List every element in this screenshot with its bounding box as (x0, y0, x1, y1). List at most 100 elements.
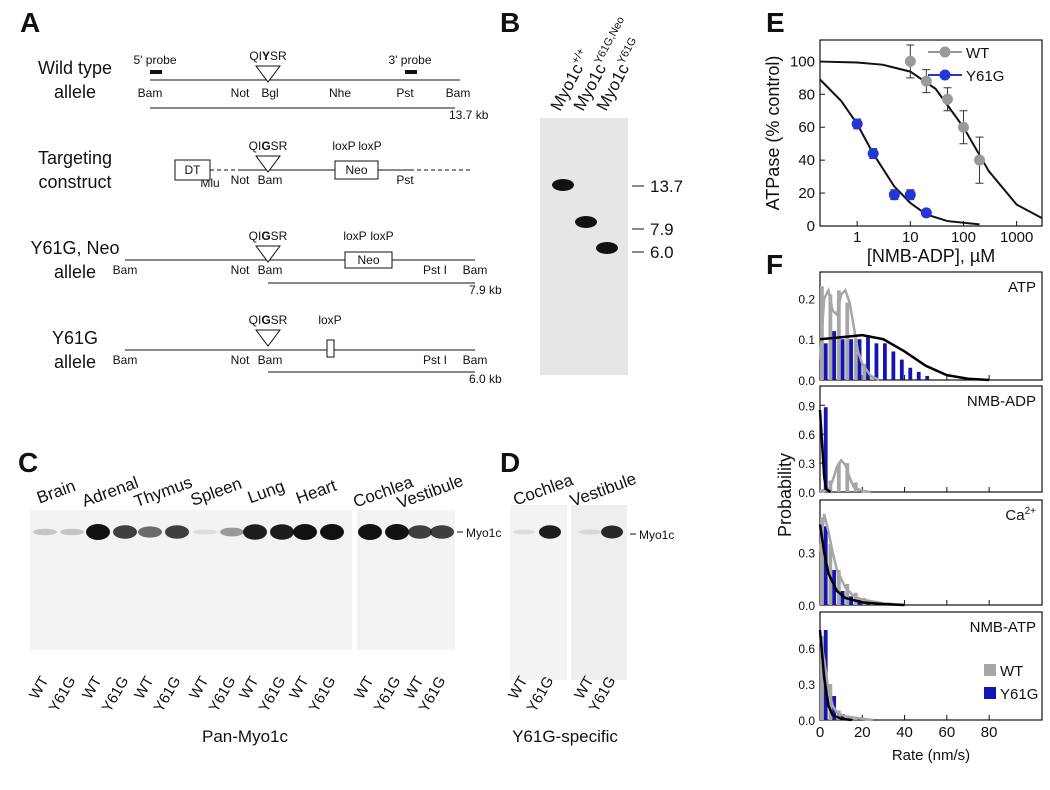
y-tick-label: 0.6 (798, 428, 815, 442)
y-tick-label: 0 (807, 218, 815, 235)
allele-name: construct (38, 172, 111, 192)
caption: Y61G-specific (512, 727, 618, 746)
bar (836, 463, 841, 492)
y-tick-label: 20 (798, 185, 815, 202)
motif-part: QI (249, 229, 262, 243)
box-label: DT (185, 163, 202, 177)
fit-line (818, 629, 852, 722)
point (941, 93, 953, 105)
motif-part: SR (271, 229, 288, 243)
x-axis-label: Rate (nm/s) (892, 747, 970, 764)
band (552, 179, 574, 191)
allele-name: allele (54, 82, 96, 102)
tissue-label: Adrenal (79, 473, 141, 511)
bar (820, 517, 824, 605)
band-label: Myo1c (466, 526, 501, 540)
box-label: Neo (345, 163, 367, 177)
lox-label: loxP (370, 229, 393, 243)
site-label: Bam (113, 263, 138, 277)
box (344, 251, 393, 269)
y-tick-label: 0.1 (798, 333, 815, 347)
band (358, 524, 382, 540)
allele-name: allele (54, 262, 96, 282)
site-label: Not (231, 353, 250, 367)
legend-swatch (984, 687, 996, 699)
fit-line (819, 333, 990, 382)
x-tick-label: 1000 (1000, 229, 1033, 246)
x-tick-label: 60 (939, 724, 956, 741)
fit-line (819, 78, 980, 226)
y-tick-label: 0.9 (798, 399, 815, 413)
lane-label: WT (79, 674, 105, 703)
panel-letter: E (766, 7, 785, 38)
bar (908, 367, 913, 380)
site-label: Pst (396, 173, 414, 187)
x-tick-label: 100 (951, 229, 976, 246)
point (888, 189, 900, 201)
band (385, 524, 409, 540)
y-tick-label: 40 (798, 152, 815, 169)
bar (916, 371, 921, 380)
point (957, 121, 969, 133)
bar (820, 636, 824, 720)
site-label: Bam (258, 263, 283, 277)
allele-name: Y61G, Neo (30, 238, 119, 258)
site-label: Bam (138, 86, 163, 100)
lane-label: WT (236, 674, 262, 703)
motif-part: G (261, 313, 270, 327)
title-text: ATP (1008, 279, 1036, 296)
lox-label: loxP (343, 229, 366, 243)
y-tick-label: 0.0 (798, 599, 815, 613)
motif-part: QI (249, 139, 262, 153)
motif-part: Y (262, 49, 270, 63)
band (60, 528, 84, 536)
bar (845, 584, 850, 605)
lane-label: Y61G (306, 674, 340, 716)
bar (862, 363, 867, 380)
allele-name: Wild type (38, 58, 112, 78)
plot-frame (819, 39, 1043, 227)
size-label: 6.0 kb (469, 372, 502, 386)
lane-label: WT (286, 674, 312, 703)
allele-name: allele (54, 352, 96, 372)
site-label: Bam (258, 353, 283, 367)
lox-label: loxP (318, 313, 341, 327)
motif-triangle (255, 65, 281, 83)
fit-line (819, 458, 871, 494)
band (596, 242, 618, 254)
lane-label: WT (131, 674, 157, 703)
bar (836, 290, 841, 380)
fit-line (818, 524, 905, 607)
site-label: Not (231, 86, 250, 100)
band (165, 525, 189, 539)
bar (845, 716, 850, 720)
x-tick-label: 40 (896, 724, 913, 741)
panel-letter: A (20, 7, 40, 38)
box (334, 160, 379, 180)
bar (891, 351, 896, 380)
site-label: Bam (463, 353, 488, 367)
motif-part: SR (271, 313, 288, 327)
lane-label: Y61G (206, 674, 240, 716)
title-sup: 2+ (1025, 506, 1037, 517)
box (326, 339, 335, 358)
plot-frame (819, 385, 1043, 493)
bar (840, 714, 845, 720)
tissue-label: Thymus (131, 473, 194, 512)
point (973, 154, 985, 166)
panel-letter: D (500, 447, 520, 478)
y-axis-label: Probability (775, 453, 795, 537)
band (113, 525, 137, 539)
motif-triangle (255, 245, 281, 263)
site-label: Nhe (329, 86, 351, 100)
bar (836, 570, 841, 605)
lane-label: Y61G (371, 674, 405, 716)
band-label: Myo1c (639, 528, 674, 542)
point (851, 118, 863, 130)
lane-label: Y61G (256, 674, 290, 716)
box-label: Neo (357, 253, 379, 267)
allele-name: Y61G (52, 328, 98, 348)
panel-letter: F (766, 249, 783, 280)
y-tick-label: 100 (790, 53, 815, 70)
legend-label: WT (966, 45, 989, 62)
